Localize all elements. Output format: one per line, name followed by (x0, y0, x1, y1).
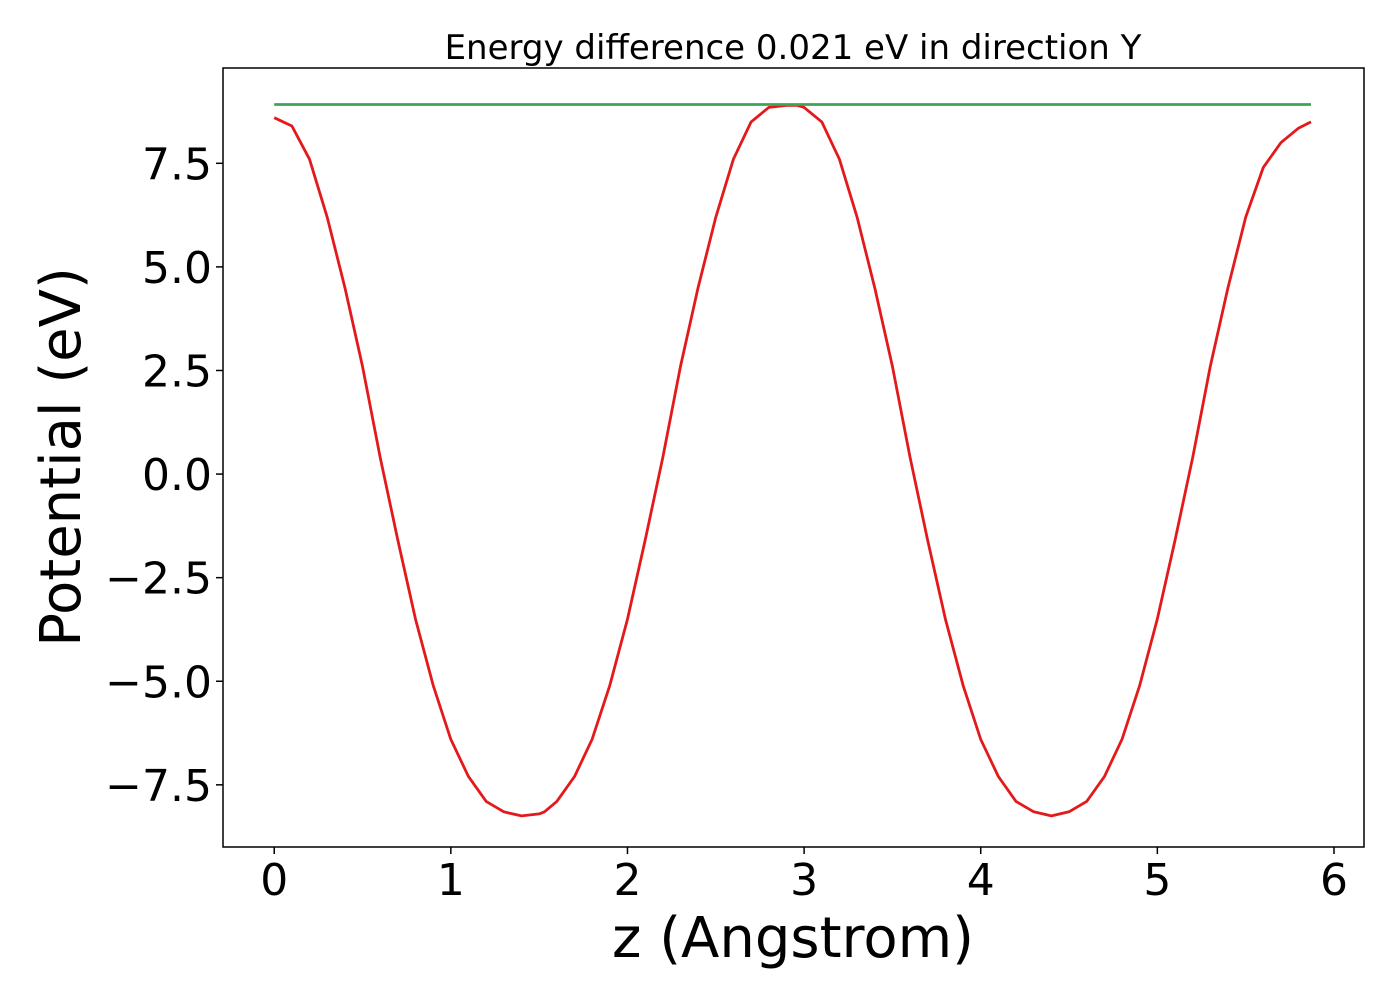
x-tick-label: 2 (613, 855, 641, 906)
y-tick-label: −5.0 (105, 657, 212, 708)
y-tick-label: 7.5 (142, 139, 212, 190)
x-axis-label: z (Angstrom) (612, 906, 974, 971)
y-tick-label: −2.5 (105, 554, 212, 605)
x-tick-label: 0 (260, 855, 288, 906)
x-tick-label: 5 (1143, 855, 1171, 906)
x-tick-label: 1 (437, 855, 465, 906)
chart-title: Energy difference 0.021 eV in direction … (445, 28, 1142, 68)
y-axis-label: Potential (eV) (29, 267, 94, 647)
x-tick-label: 4 (967, 855, 995, 906)
x-tick-label: 3 (790, 855, 818, 906)
plot-area (273, 103, 1312, 818)
y-tick-label: 0.0 (142, 450, 212, 501)
x-axis: 0 1 2 3 4 5 6 (260, 847, 1348, 906)
plot-frame (222, 67, 1365, 848)
y-tick-label: −7.5 (105, 761, 212, 812)
y-tick-label: 5.0 (142, 243, 212, 294)
y-tick-label: 2.5 (142, 346, 212, 397)
y-axis: −7.5 −5.0 −2.5 0.0 2.5 5.0 7.5 (105, 139, 223, 812)
x-tick-label: 6 (1320, 855, 1348, 906)
